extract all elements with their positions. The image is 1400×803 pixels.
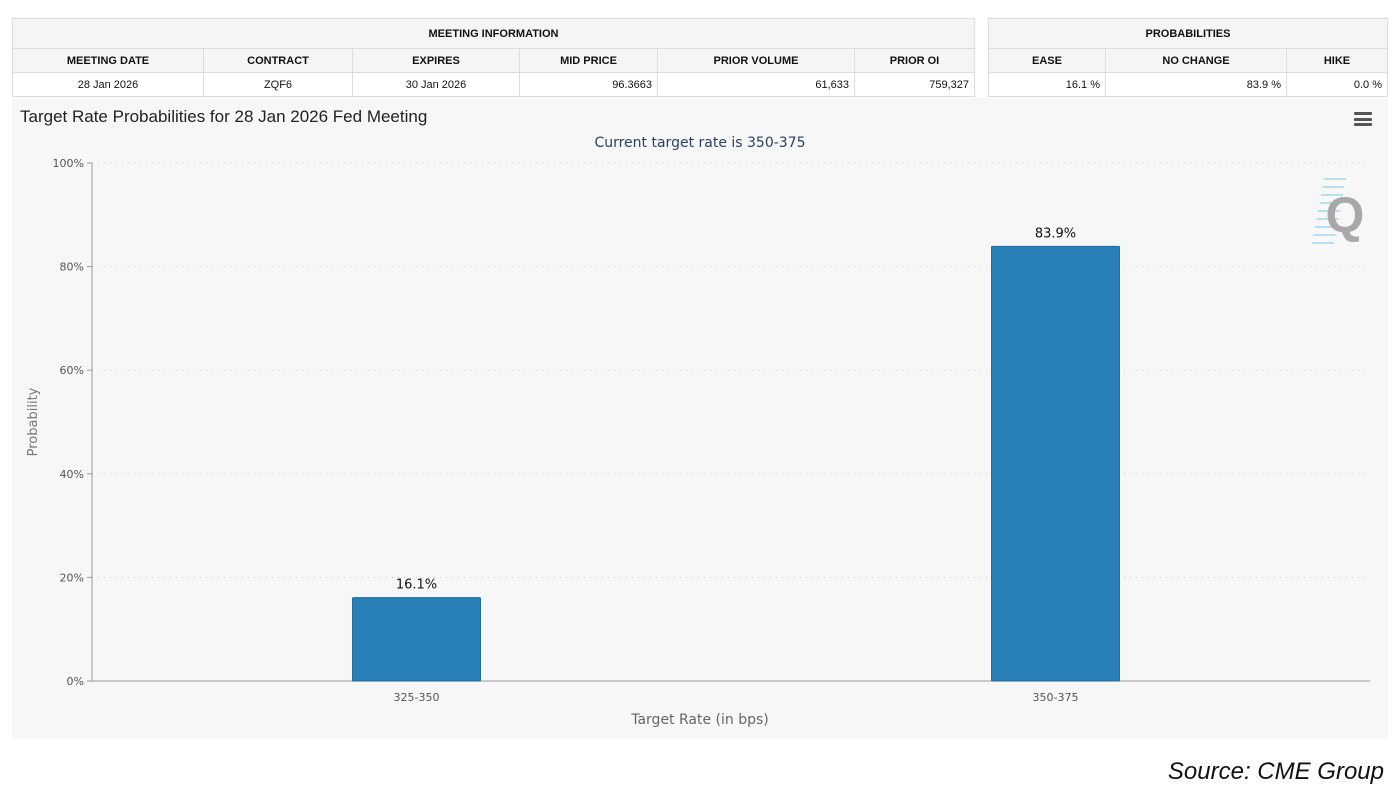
hamburger-menu-icon[interactable]	[1354, 112, 1372, 126]
svg-text:Q: Q	[1326, 187, 1365, 243]
probabilities-header: PROBABILITIES	[988, 18, 1388, 49]
prior-volume-value: 61,633	[657, 72, 855, 97]
probabilities-table: PROBABILITIES EASE NO CHANGE HIKE 16.1 %…	[988, 18, 1388, 97]
col-mid-price: MID PRICE	[519, 48, 658, 73]
hike-value: 0.0 %	[1286, 72, 1388, 97]
col-expires: EXPIRES	[352, 48, 520, 73]
col-ease: EASE	[988, 48, 1106, 73]
meeting-info-header: MEETING INFORMATION	[12, 18, 975, 49]
cme-q-logo: Q	[1312, 178, 1365, 244]
meeting-date-value: 28 Jan 2026	[12, 72, 204, 97]
chart-svg: 0% 20% 40% 60% 80% 100% 16.1% 325-350 83.9% 350-3…	[26, 157, 1370, 728]
chart-subtitle: Current target rate is 350-375	[594, 135, 806, 151]
col-no-change: NO CHANGE	[1105, 48, 1287, 73]
col-contract: CONTRACT	[203, 48, 353, 73]
target-rate-chart: 0% 20% 40% 60% 80% 100% 16.1% 325-350 83.9% 350-3…	[12, 98, 1388, 738]
x-tick-label: 325-350	[394, 691, 440, 704]
y-tick-label: 40%	[60, 468, 84, 481]
col-hike: HIKE	[1286, 48, 1388, 73]
data-label: 83.9%	[1035, 226, 1076, 241]
expires-value: 30 Jan 2026	[352, 72, 520, 97]
col-prior-volume: PRIOR VOLUME	[657, 48, 855, 73]
no-change-value: 83.9 %	[1105, 72, 1287, 97]
bar-325-350	[352, 597, 481, 682]
col-prior-oi: PRIOR OI	[854, 48, 975, 73]
y-tick-label: 20%	[60, 571, 84, 584]
x-axis-title: Target Rate (in bps)	[630, 712, 769, 728]
contract-value: ZQF6	[203, 72, 353, 97]
prior-oi-value: 759,327	[854, 72, 975, 97]
y-tick-label: 60%	[60, 364, 84, 377]
y-tick-label: 80%	[60, 261, 84, 274]
mid-price-value: 96.3663	[519, 72, 658, 97]
data-label: 16.1%	[396, 578, 437, 593]
chart-title: Target Rate Probabilities for 28 Jan 202…	[20, 107, 428, 126]
bar-350-375	[991, 245, 1120, 682]
x-tick-label: 350-375	[1033, 691, 1079, 704]
y-tick-label: 100%	[53, 157, 84, 170]
meeting-information-table: MEETING INFORMATION MEETING DATE CONTRAC…	[12, 18, 975, 97]
col-meeting-date: MEETING DATE	[12, 48, 204, 73]
y-tick-label: 0%	[67, 675, 84, 688]
source-caption: Source: CME Group	[1167, 758, 1384, 785]
ease-value: 16.1 %	[988, 72, 1106, 97]
y-axis-title: Probability	[26, 387, 41, 456]
